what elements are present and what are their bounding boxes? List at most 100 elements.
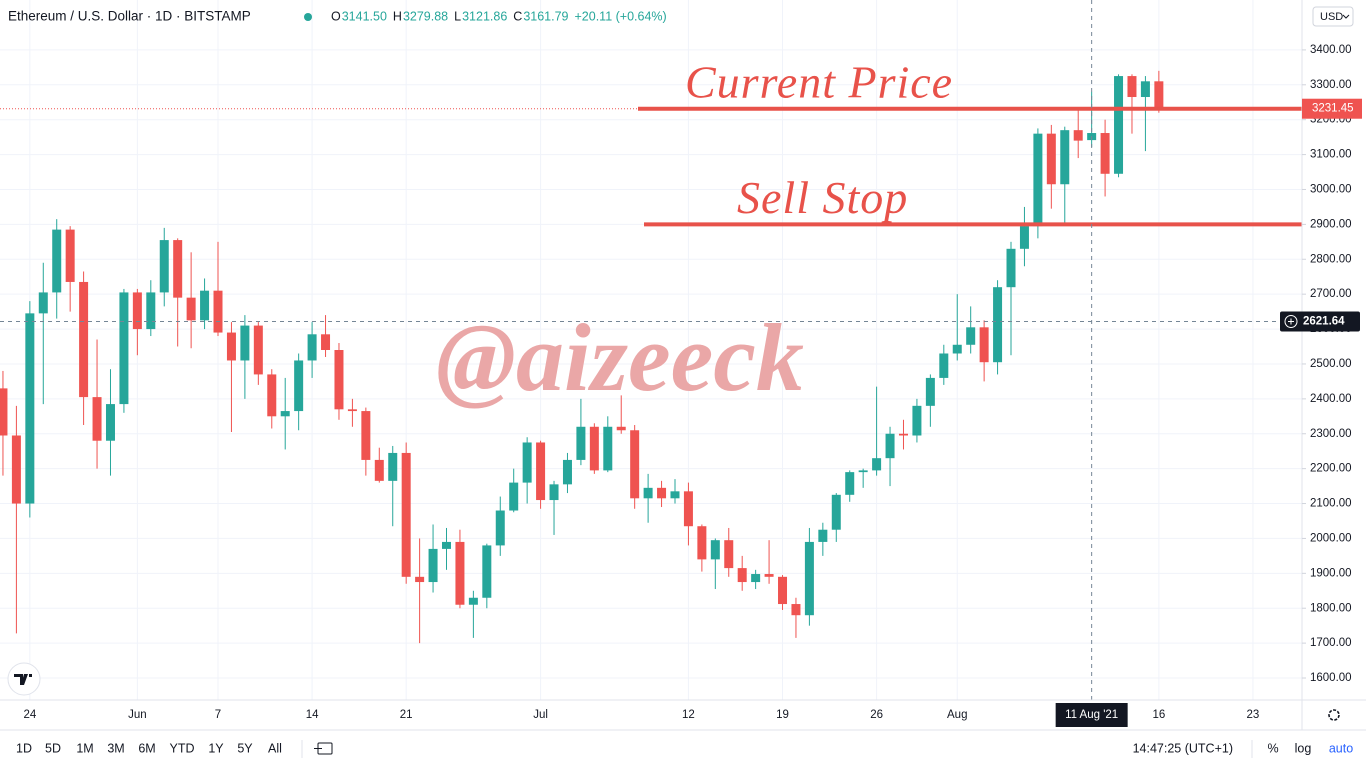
scale-option[interactable]: auto [1329,741,1353,755]
range-button[interactable]: 5D [45,741,61,755]
y-tick-label: 2000.00 [1310,532,1352,544]
y-tick-label: 3100.00 [1310,149,1352,161]
candle-body [173,240,183,298]
candle-body [482,545,492,598]
crosshair-add-icon [1288,318,1294,325]
candle-body [751,574,761,583]
y-tick-label: 1800.00 [1310,602,1352,614]
candle-body [939,353,949,378]
x-tick-label: Aug [947,709,967,721]
ohlc-label: H [393,9,402,23]
candle-body [428,548,438,583]
status-dot [304,13,312,21]
candle-body [79,281,89,398]
range-button[interactable]: 5Y [237,741,253,755]
candle-body [603,426,613,471]
y-tick-label: 2400.00 [1310,393,1352,405]
candle-body [1114,76,1124,174]
range-button[interactable]: YTD [170,741,195,755]
candle-body [683,491,693,527]
y-tick-label: 2200.00 [1310,463,1352,475]
candle-body [898,433,908,436]
y-tick-label: 2300.00 [1310,428,1352,440]
x-tick-label: 19 [776,709,789,721]
candle-body [186,297,196,321]
candle-body [831,494,841,530]
y-tick-label: 1900.00 [1310,567,1352,579]
grid [0,0,1302,700]
candle-body [1127,76,1137,98]
candle-body [213,290,223,333]
settings-button[interactable] [1328,709,1340,721]
clock[interactable]: 14:47:25 (UTC+1) [1133,741,1233,755]
candle-body [307,334,317,361]
crosshair-add-button[interactable] [1284,315,1298,329]
y-tick-label: 2800.00 [1310,253,1352,265]
candle-body [764,574,774,577]
legend-header: Ethereum / U.S. Dollar · 1D · BITSTAMP O… [8,9,667,24]
candle-body [226,332,236,361]
candle-body [1100,133,1110,174]
x-tick-label: 16 [1152,709,1165,721]
candle-body [845,472,855,495]
range-button[interactable]: All [268,741,282,755]
range-button[interactable]: 1M [76,741,93,755]
candle-body [589,426,599,471]
candle-body [280,411,290,417]
ohlc-value: 3121.86 [462,9,507,23]
range-button[interactable]: 6M [138,741,155,755]
candle-body [509,482,519,511]
ohlc-label: C [513,9,522,23]
candle-body [1019,226,1029,249]
candle-body [710,540,720,560]
candle-body [966,327,976,345]
range-button[interactable]: 3M [107,741,124,755]
candle-body [670,491,680,499]
bottom-toolbar: 1D 5D 1M 3M 6M YTD 1Y 5Y All 14:47:25 (UTC+1)% log… [16,740,1353,758]
scale-option[interactable]: % [1267,741,1278,755]
candle-body [1046,133,1056,185]
crosshair-y-label: 2621.64 [1303,316,1345,328]
candle-body [630,430,640,499]
candle-body [495,510,505,546]
candle-body [979,327,989,363]
candle-body [536,442,546,501]
x-tick-label: 12 [682,709,695,721]
candle-body [374,459,384,481]
candle-body [468,597,478,605]
candle-body [562,459,572,485]
x-tick-label: 7 [215,709,221,721]
currency-label[interactable]: USD [1320,11,1343,23]
candle-body [804,541,814,616]
x-tick-label: 23 [1247,709,1260,721]
candle-body [912,405,922,436]
annotation-text: Current Price [685,56,953,107]
ohlc-label: O [331,9,341,23]
ohlc-value: 3141.50 [342,9,387,23]
range-button[interactable]: 1Y [208,741,224,755]
range-button[interactable]: 1D [16,741,32,755]
candle-body [441,541,451,549]
candle-body [0,388,8,436]
candle-body [657,487,667,499]
currency-button[interactable] [1312,6,1354,27]
x-tick-label: Jun [128,709,147,721]
scale-option[interactable]: log [1295,741,1312,755]
y-tick-label: 2700.00 [1310,288,1352,300]
candle-body [1140,81,1150,98]
price-change: +20.11 (+0.64%) [575,9,667,23]
candle-body [791,604,801,616]
ohlc-label: L [454,9,461,23]
candle-body [737,568,747,583]
candle-body [240,325,250,361]
candle-body [872,458,882,471]
candle-body [347,409,357,412]
candle-body [1006,248,1016,288]
candle-body [778,576,788,605]
crosshair-x-label: 11 Aug '21 [1065,709,1118,721]
candle-body [858,470,868,473]
y-tick-label: 2500.00 [1310,358,1352,370]
candle-body [415,576,425,583]
